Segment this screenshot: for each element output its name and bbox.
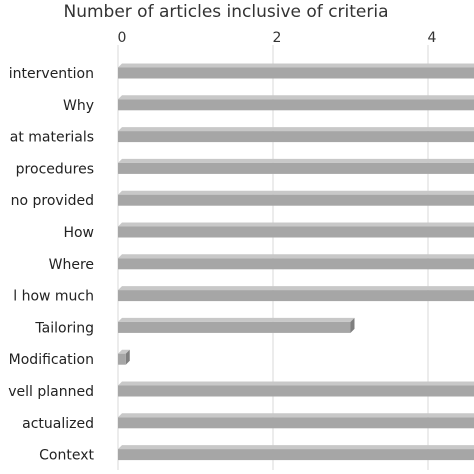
category-label: vell planned: [8, 384, 94, 400]
category-label: Why: [63, 98, 94, 114]
bar: [118, 317, 355, 333]
chart-title: Number of articles inclusive of criteria: [63, 2, 388, 22]
bar: [118, 63, 474, 79]
category-label: actualized: [22, 416, 94, 432]
bar: [118, 158, 474, 174]
category-label: How: [63, 225, 94, 241]
category-labels: intervention Why at materials procedures no …: [8, 66, 94, 464]
bar: [118, 127, 474, 143]
x-tick-label: 4: [428, 30, 437, 46]
bar: [118, 222, 474, 238]
bar: [118, 413, 474, 429]
category-label: procedures: [16, 161, 94, 177]
category-label: l how much: [13, 289, 94, 305]
category-label: Modification: [9, 352, 94, 368]
bar: [118, 349, 130, 365]
x-axis-ticks: 02468: [118, 30, 437, 46]
bar: [118, 190, 474, 206]
bar: [118, 286, 474, 302]
bar: [118, 254, 474, 270]
x-tick-label: 2: [273, 30, 282, 46]
bar: [118, 381, 474, 397]
bar: [118, 445, 474, 461]
category-label: Where: [49, 257, 94, 273]
bar: [118, 95, 474, 111]
category-label: at materials: [10, 130, 94, 146]
bars: [118, 63, 474, 461]
category-label: no provided: [11, 193, 94, 209]
category-label: Context: [39, 448, 94, 464]
x-tick-label: 0: [118, 30, 127, 46]
category-label: intervention: [9, 66, 94, 82]
category-label: Tailoring: [34, 320, 94, 336]
